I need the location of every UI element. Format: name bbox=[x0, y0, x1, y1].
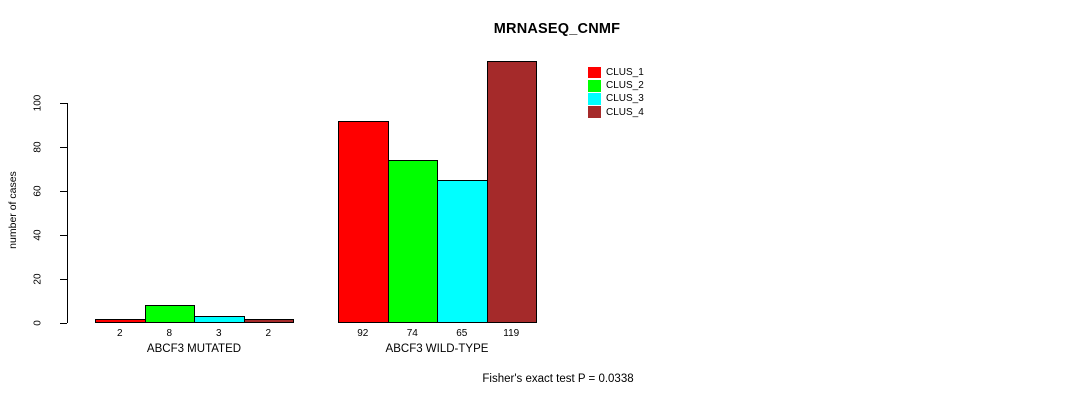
legend-swatch-clus_1 bbox=[588, 66, 601, 79]
y-tick-label: 80 bbox=[32, 140, 44, 153]
y-axis-tick bbox=[60, 278, 67, 280]
bar-value-label: 74 bbox=[406, 328, 418, 339]
legend-swatch-clus_3 bbox=[588, 93, 601, 105]
y-tick-label: 60 bbox=[32, 184, 44, 197]
y-axis-line bbox=[67, 102, 69, 323]
category-label: ABCF3 MUTATED bbox=[146, 343, 242, 355]
legend-label: CLUS_3 bbox=[606, 93, 644, 105]
chart-title: MRNASEQ_CNMF bbox=[493, 21, 621, 37]
category-label: ABCF3 WILD-TYPE bbox=[385, 343, 489, 355]
bar-value-label: 2 bbox=[116, 328, 123, 339]
bar-value-label: 119 bbox=[503, 328, 520, 339]
bar-clus_2-wildtype bbox=[387, 160, 438, 323]
bar-clus_1-mutated bbox=[95, 318, 146, 323]
legend-swatch-clus_2 bbox=[588, 80, 601, 92]
bar-clus_4-mutated bbox=[243, 318, 294, 323]
y-axis-tick bbox=[60, 322, 67, 324]
bar-value-label: 2 bbox=[265, 328, 272, 339]
annotation-fisher-test: Fisher's exact test P = 0.0338 bbox=[482, 373, 634, 385]
bar-value-label: 92 bbox=[357, 328, 369, 339]
bar-value-label: 3 bbox=[215, 328, 222, 339]
y-axis-tick bbox=[60, 234, 67, 236]
legend-label: CLUS_2 bbox=[606, 80, 644, 92]
bar-clus_2-mutated bbox=[144, 305, 195, 323]
legend-swatch-clus_4 bbox=[588, 106, 601, 118]
bar-clus_3-mutated bbox=[194, 316, 245, 323]
bar-clus_4-wildtype bbox=[486, 61, 537, 323]
y-axis-tick bbox=[60, 102, 67, 104]
legend: CLUS_1 CLUS_2 CLUS_3 CLUS_4 bbox=[588, 66, 644, 119]
y-tick-label: 100 bbox=[32, 94, 44, 111]
bar-value-label: 65 bbox=[456, 328, 468, 339]
legend-item: CLUS_1 bbox=[588, 66, 644, 79]
y-axis-tick bbox=[60, 190, 67, 192]
legend-label: CLUS_1 bbox=[606, 67, 644, 78]
legend-item: CLUS_4 bbox=[588, 106, 644, 119]
legend-item: CLUS_3 bbox=[588, 92, 644, 105]
y-axis-label: number of cases bbox=[7, 171, 19, 249]
bar-value-label: 8 bbox=[166, 328, 173, 339]
y-tick-label: 40 bbox=[32, 228, 44, 241]
legend-item: CLUS_2 bbox=[588, 79, 644, 92]
y-tick-label: 20 bbox=[32, 272, 44, 285]
y-axis-tick bbox=[60, 146, 67, 148]
legend-label: CLUS_4 bbox=[606, 106, 644, 118]
bar-clus_1-wildtype bbox=[338, 120, 389, 323]
y-tick-label: 0 bbox=[32, 319, 44, 326]
bar-clus_3-wildtype bbox=[437, 180, 488, 323]
